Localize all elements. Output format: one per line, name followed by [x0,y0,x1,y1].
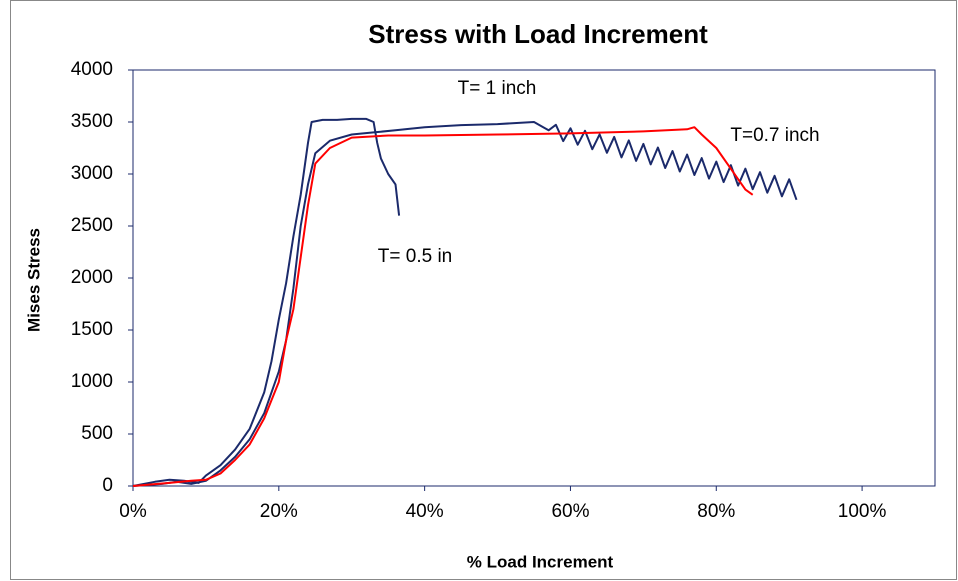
y-tick-label: 3000 [71,163,113,184]
y-tick-label: 2500 [71,215,113,236]
x-axis-title: % Load Increment [467,552,614,571]
series-line [132,126,754,487]
series-label: T= 0.5 in [378,246,452,267]
x-tick-label: 0% [119,501,147,522]
y-tick-label: 0 [102,475,113,496]
y-tick-label: 3500 [71,111,113,132]
y-axis-title: Mises Stress [24,228,43,332]
y-tick-label: 4000 [71,59,113,80]
x-tick-label: 40% [406,501,444,522]
y-tick-label: 2000 [71,267,113,288]
x-tick-label: 60% [551,501,589,522]
chart-title: Stress with Load Increment [368,19,708,49]
x-tick-label: 20% [260,501,298,522]
y-tick-label: 1000 [71,371,113,392]
series-label: T=0.7 inch [730,125,819,146]
x-tick-label: 100% [838,501,887,522]
y-tick-label: 500 [81,423,113,444]
series-label: T= 1 inch [458,78,537,99]
x-tick-label: 80% [697,501,735,522]
y-tick-label: 1500 [71,319,113,340]
